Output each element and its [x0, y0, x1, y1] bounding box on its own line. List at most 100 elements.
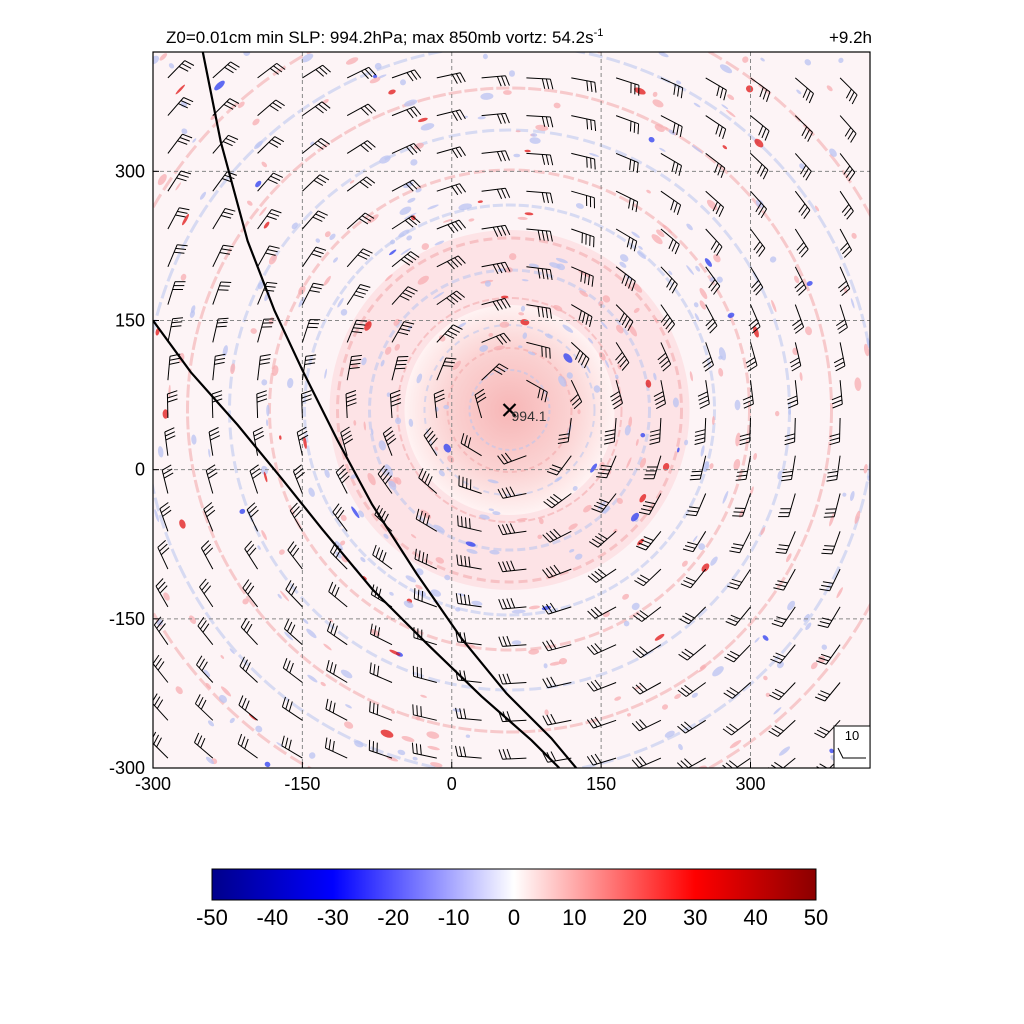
vorticity-blob	[444, 574, 451, 581]
wind-barb	[412, 704, 437, 721]
vorticity-blob	[380, 729, 394, 738]
wind-barb	[570, 342, 590, 369]
wind-barb	[335, 464, 350, 494]
vorticity-blob	[126, 685, 134, 694]
vorticity-blob	[75, 41, 84, 51]
wind-barb	[167, 244, 188, 267]
vorticity-blob	[277, 593, 282, 599]
vorticity-blob	[719, 64, 733, 74]
vorticity-blob	[656, 918, 667, 927]
wind-barb	[212, 134, 239, 154]
wind-barb	[257, 136, 285, 154]
vorticity-blob	[511, 609, 526, 614]
vorticity-blob	[457, 593, 466, 597]
wind-barb	[632, 682, 662, 695]
wind-barb	[391, 106, 422, 119]
vorticity-blob	[480, 92, 494, 100]
vorticity-blob	[220, 655, 225, 659]
vorticity-blob	[787, 600, 796, 611]
vorticity-blob	[88, 747, 98, 757]
vorticity-blob	[600, 321, 608, 329]
vorticity-blob	[31, 391, 37, 399]
vorticity-blob	[105, 383, 109, 391]
wind-barb	[481, 332, 511, 345]
wind-barb	[742, 380, 754, 409]
wind-barb	[497, 452, 527, 465]
wind-barb	[526, 304, 552, 319]
vorticity-blob	[796, 89, 802, 95]
wind-barb	[823, 493, 841, 518]
wind-barb	[705, 153, 726, 178]
vorticity-blob	[220, 686, 232, 697]
wind-barb	[660, 115, 683, 137]
vorticity-blob	[515, 130, 521, 133]
vorticity-blob	[3, 632, 14, 646]
vorticity-blob	[622, 593, 630, 600]
wind-barb	[615, 304, 634, 332]
vorticity-blob	[518, 312, 525, 316]
wind-barb	[631, 756, 662, 768]
vorticity-blob	[25, 224, 31, 233]
vorticity-blob	[471, 600, 483, 606]
vorticity-blob	[420, 123, 435, 131]
vorticity-blob	[489, 550, 500, 555]
vorticity-blob	[237, 101, 245, 109]
wind-barb	[631, 719, 662, 732]
vorticity-blob	[777, 470, 783, 480]
wind-barb	[571, 152, 596, 170]
wind-barb	[481, 150, 510, 162]
vorticity-blob	[961, 194, 969, 202]
vorticity-blob	[760, 57, 765, 62]
vorticity-blob	[788, 409, 791, 415]
vorticity-blob	[188, 615, 197, 625]
wind-barb	[821, 531, 841, 555]
vorticity-blob	[408, 418, 414, 427]
wind-barb	[586, 643, 617, 656]
vorticity-blob	[345, 704, 352, 709]
wind-barb	[526, 77, 554, 90]
vorticity-blob	[562, 324, 574, 333]
wind-barb	[282, 658, 303, 683]
wind-barb	[839, 228, 853, 258]
vorticity-blob	[416, 373, 423, 384]
wind-barb	[436, 324, 463, 343]
wind-barb	[817, 606, 841, 628]
vorticity-blob	[144, 903, 153, 911]
vorticity-blob	[326, 0, 333, 1]
vorticity-blob	[493, 345, 506, 351]
wind-barb	[727, 568, 751, 590]
vorticity-blob	[922, 88, 928, 95]
wind-barb	[498, 598, 527, 610]
vorticity-blob	[61, 109, 70, 117]
wind-barb	[587, 606, 617, 619]
y-tick-label: -300	[109, 758, 145, 778]
wind-barb	[455, 593, 482, 608]
vorticity-blob	[681, 560, 688, 567]
vorticity-blob	[718, 367, 724, 377]
axis-ticks: -300 -150 0 150 300 -300 -150 0 150 300	[109, 161, 766, 794]
wind-barb	[526, 190, 554, 204]
wind-barb	[571, 77, 597, 93]
vorticity-blob	[512, 1001, 521, 1006]
vorticity-blob	[255, 725, 263, 733]
wind-barb	[542, 713, 572, 726]
vorticity-blob	[762, 635, 769, 641]
vorticity-blob	[131, 700, 142, 711]
vorticity-blob	[447, 455, 455, 463]
vorticity-blob	[192, 138, 197, 143]
wind-barb	[481, 112, 510, 124]
vorticity-blob	[883, 650, 890, 659]
wind-barb	[660, 190, 682, 215]
wind-barb	[167, 281, 186, 305]
vorticity-blob	[661, 17, 668, 25]
wind-barb	[346, 66, 377, 79]
wind-barb	[632, 644, 662, 659]
wind-barb	[660, 77, 684, 99]
wind-barb	[237, 733, 258, 759]
vorticity-blob	[395, 417, 402, 425]
wind-barb	[301, 282, 324, 305]
vorticity-blob	[25, 548, 28, 553]
vorticity-blob	[509, 253, 517, 261]
vorticity-blob	[771, 299, 777, 313]
vorticity-blob	[0, 49, 9, 60]
